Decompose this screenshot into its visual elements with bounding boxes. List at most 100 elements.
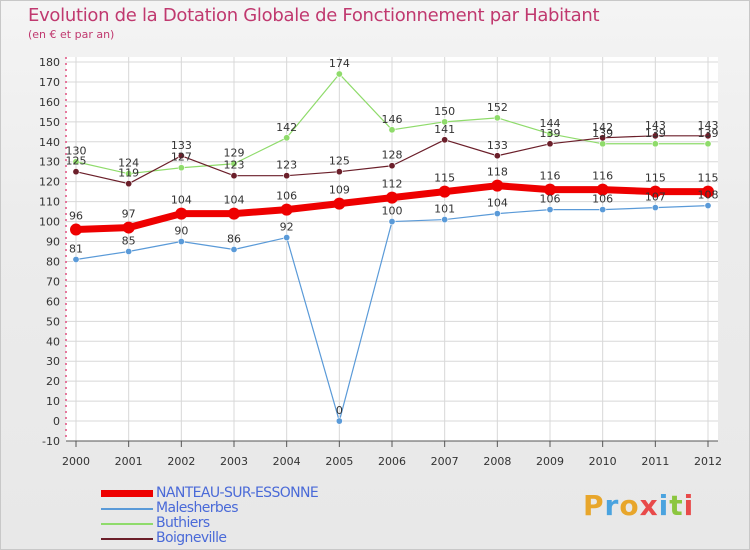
data-label-malesherbes: 90 [174, 225, 188, 238]
data-label-buthiers: 146 [382, 113, 403, 126]
data-label-nanteau-sur-essonne: 116 [592, 170, 613, 183]
data-label-malesherbes: 81 [69, 242, 83, 255]
x-tick-label: 2006 [378, 455, 406, 468]
legend-swatch [101, 508, 153, 510]
y-tick-label: 160 [39, 96, 60, 109]
data-label-boigneville: 125 [329, 155, 350, 168]
logo-letter: P [583, 489, 605, 522]
legend-swatch [101, 538, 153, 540]
data-label-malesherbes: 100 [382, 205, 403, 218]
data-point-malesherbes [177, 238, 185, 246]
data-point-boigneville [177, 152, 185, 160]
data-point-nanteau-sur-essonne [702, 185, 714, 198]
data-point-malesherbes [72, 255, 80, 263]
data-label-buthiers: 139 [645, 127, 666, 140]
data-label-boigneville: 142 [592, 121, 613, 134]
data-label-nanteau-sur-essonne: 97 [122, 208, 136, 221]
data-point-malesherbes [441, 216, 449, 224]
data-label-malesherbes: 85 [122, 235, 136, 248]
data-label-boigneville: 123 [276, 159, 297, 172]
data-label-boigneville: 125 [66, 155, 87, 168]
legend-label: NANTEAU-SUR-ESSONNE [156, 485, 319, 501]
data-point-nanteau-sur-essonne [491, 179, 504, 192]
logo-letter: o [619, 489, 640, 522]
data-point-nanteau-sur-essonne [544, 183, 556, 196]
data-point-nanteau-sur-essonne [596, 183, 609, 196]
data-point-nanteau-sur-essonne [175, 207, 188, 220]
y-tick-label: 170 [39, 76, 60, 89]
data-point-malesherbes [599, 206, 607, 214]
y-tick-label: 0 [53, 415, 60, 428]
y-tick-label: 120 [39, 176, 60, 189]
data-point-malesherbes [125, 248, 133, 256]
series-lines [70, 70, 714, 425]
data-point-boigneville [72, 168, 80, 176]
data-label-boigneville: 119 [118, 167, 139, 180]
data-point-boigneville [388, 162, 396, 170]
x-tick-label: 2010 [589, 455, 617, 468]
chart-subtitle: (en € et par an) [28, 28, 115, 41]
data-point-malesherbes [230, 246, 238, 254]
x-tick-label: 2008 [483, 455, 511, 468]
y-tick-label: 90 [46, 236, 60, 249]
data-point-nanteau-sur-essonne [228, 207, 240, 220]
data-label-malesherbes: 106 [592, 193, 613, 206]
data-label-malesherbes: 0 [336, 404, 343, 417]
data-point-boigneville [230, 172, 238, 180]
y-tick-label: 100 [39, 216, 60, 229]
data-label-malesherbes: 104 [487, 197, 508, 210]
y-tick-label: 180 [39, 56, 60, 69]
x-tick-label: 2011 [641, 455, 669, 468]
data-label-nanteau-sur-essonne: 104 [224, 194, 245, 207]
data-label-buthiers: 139 [698, 127, 719, 140]
chart-title: Evolution de la Dotation Globale de Fonc… [28, 5, 600, 26]
logo-letter: r [604, 489, 620, 522]
legend-swatch [101, 490, 153, 497]
data-point-nanteau-sur-essonne [438, 185, 451, 198]
data-point-buthiers [441, 118, 449, 126]
data-label-buthiers: 152 [487, 101, 508, 114]
y-tick-label: 60 [46, 295, 60, 308]
data-label-boigneville: 143 [645, 119, 666, 132]
legend-label: Malesherbes [156, 500, 239, 516]
x-tick-label: 2003 [220, 455, 248, 468]
data-label-boigneville: 139 [540, 127, 561, 140]
data-point-buthiers [72, 158, 80, 166]
data-point-malesherbes [283, 234, 291, 242]
data-point-nanteau-sur-essonne [280, 203, 293, 216]
data-label-malesherbes: 107 [645, 191, 666, 204]
data-point-boigneville [335, 168, 343, 176]
data-point-malesherbes [651, 204, 659, 212]
data-label-boigneville: 133 [487, 139, 508, 152]
data-point-buthiers [335, 70, 343, 78]
data-label-boigneville: 143 [698, 119, 719, 132]
data-point-nanteau-sur-essonne [333, 197, 346, 210]
data-point-buthiers [546, 130, 554, 138]
data-label-buthiers: 144 [540, 117, 561, 130]
data-label-malesherbes: 92 [280, 221, 294, 234]
y-tick-label: 110 [39, 196, 60, 209]
legend-swatch [101, 523, 153, 525]
data-point-malesherbes [493, 210, 501, 218]
data-point-boigneville [441, 136, 449, 144]
logo-letter: t [669, 489, 684, 522]
legend-label: Boigneville [156, 530, 227, 546]
data-label-buthiers: 129 [224, 147, 245, 160]
data-label-buthiers: 127 [171, 151, 192, 164]
data-label-nanteau-sur-essonne: 115 [645, 172, 666, 185]
data-label-boigneville: 128 [382, 149, 403, 162]
data-label-boigneville: 123 [224, 159, 245, 172]
x-tick-label: 2012 [694, 455, 722, 468]
data-point-boigneville [651, 132, 659, 140]
data-label-nanteau-sur-essonne: 115 [434, 172, 455, 185]
data-label-nanteau-sur-essonne: 118 [487, 166, 508, 179]
data-point-boigneville [704, 132, 712, 140]
data-point-buthiers [388, 126, 396, 134]
y-tick-label: -10 [42, 435, 60, 448]
data-point-boigneville [493, 152, 501, 160]
data-label-malesherbes: 106 [540, 193, 561, 206]
data-point-buthiers [177, 164, 185, 172]
logo-letter: x [639, 489, 659, 522]
